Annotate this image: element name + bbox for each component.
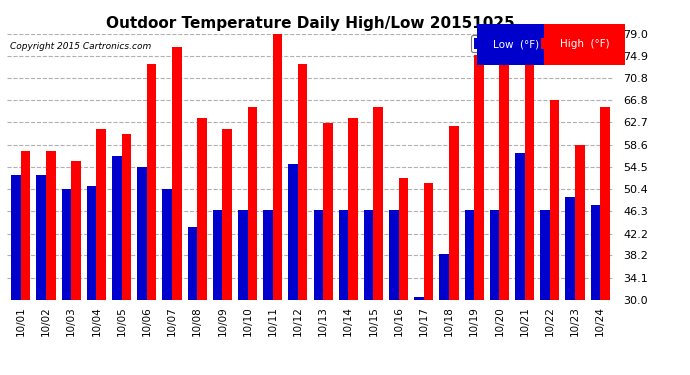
Bar — [273, 34, 282, 300]
Text: Copyright 2015 Cartronics.com: Copyright 2015 Cartronics.com — [10, 42, 151, 51]
Bar — [540, 210, 550, 300]
Bar — [348, 118, 358, 300]
Bar — [364, 210, 373, 300]
Bar — [339, 210, 348, 300]
Bar — [222, 129, 232, 300]
Bar — [550, 100, 560, 300]
Bar — [46, 151, 55, 300]
Bar — [162, 189, 172, 300]
Bar — [87, 186, 97, 300]
Bar — [71, 162, 81, 300]
Bar — [21, 151, 30, 300]
Bar — [399, 178, 408, 300]
Bar — [121, 134, 131, 300]
Bar — [298, 64, 308, 300]
Bar — [288, 164, 298, 300]
Bar — [575, 145, 584, 300]
Bar — [490, 210, 500, 300]
Bar — [248, 107, 257, 300]
Bar — [449, 126, 459, 300]
Bar — [464, 210, 474, 300]
Bar — [524, 56, 534, 300]
Bar — [137, 167, 147, 300]
Bar — [373, 107, 383, 300]
Bar — [197, 118, 207, 300]
Bar — [424, 183, 433, 300]
Bar — [591, 205, 600, 300]
Bar — [97, 129, 106, 300]
Bar — [500, 56, 509, 300]
Bar — [213, 210, 222, 300]
Bar — [323, 123, 333, 300]
Bar — [112, 156, 121, 300]
Bar — [37, 175, 46, 300]
Bar — [474, 56, 484, 300]
Bar — [188, 226, 197, 300]
Bar — [313, 210, 323, 300]
Bar — [389, 210, 399, 300]
Bar — [172, 47, 181, 300]
Bar — [11, 175, 21, 300]
Title: Outdoor Temperature Daily High/Low 20151025: Outdoor Temperature Daily High/Low 20151… — [106, 16, 515, 31]
Bar — [600, 107, 610, 300]
Bar — [147, 64, 157, 300]
Bar — [263, 210, 273, 300]
Bar — [566, 197, 575, 300]
Bar — [440, 254, 449, 300]
Bar — [414, 297, 424, 300]
Bar — [515, 153, 524, 300]
Bar — [238, 210, 248, 300]
Legend: Low  (°F), High  (°F): Low (°F), High (°F) — [471, 35, 613, 52]
Bar — [61, 189, 71, 300]
